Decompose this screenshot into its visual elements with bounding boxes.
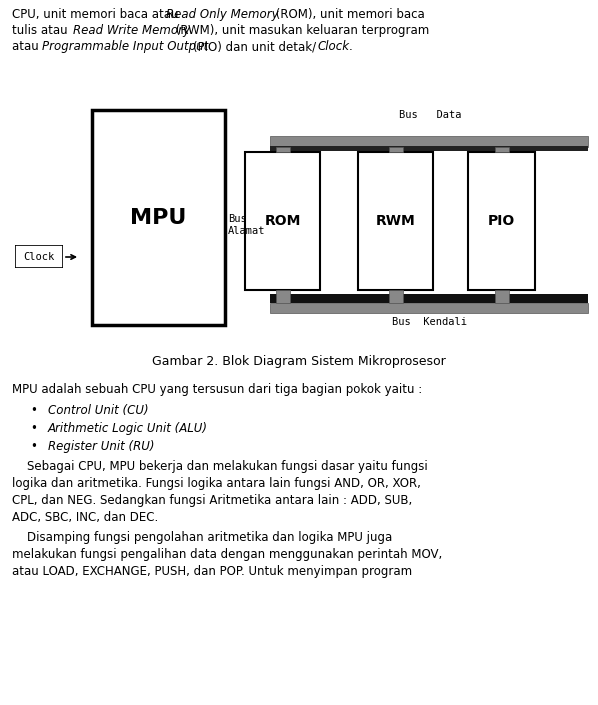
Text: •: • bbox=[30, 404, 37, 417]
Text: MPU: MPU bbox=[130, 207, 187, 228]
Text: Gambar 2. Blok Diagram Sistem Mikroprosesor: Gambar 2. Blok Diagram Sistem Mikroprose… bbox=[152, 355, 446, 368]
Text: •: • bbox=[30, 440, 37, 453]
Text: melakukan fungsi pengalihan data dengan menggunakan perintah MOV,: melakukan fungsi pengalihan data dengan … bbox=[12, 548, 443, 561]
Text: Clock: Clock bbox=[317, 40, 349, 53]
Text: Register Unit (RU): Register Unit (RU) bbox=[48, 440, 154, 453]
Bar bbox=[270, 146, 588, 151]
Bar bbox=[495, 147, 508, 152]
Bar bbox=[270, 294, 588, 303]
Text: RWM: RWM bbox=[376, 214, 416, 228]
Text: Disamping fungsi pengolahan aritmetika dan logika MPU juga: Disamping fungsi pengolahan aritmetika d… bbox=[12, 531, 392, 544]
Text: ROM: ROM bbox=[264, 214, 301, 228]
Bar bbox=[495, 290, 508, 303]
Text: MPU adalah sebuah CPU yang tersusun dari tiga bagian pokok yaitu :: MPU adalah sebuah CPU yang tersusun dari… bbox=[12, 383, 422, 396]
Text: ADC, SBC, INC, dan DEC.: ADC, SBC, INC, dan DEC. bbox=[12, 511, 158, 524]
Bar bbox=[389, 147, 402, 152]
Text: logika dan aritmetika. Fungsi logika antara lain fungsi AND, OR, XOR,: logika dan aritmetika. Fungsi logika ant… bbox=[12, 477, 421, 490]
Text: tulis atau: tulis atau bbox=[12, 24, 71, 37]
Text: atau LOAD, EXCHANGE, PUSH, dan POP. Untuk menyimpan program: atau LOAD, EXCHANGE, PUSH, dan POP. Untu… bbox=[12, 565, 412, 578]
Text: Bus   Data: Bus Data bbox=[399, 110, 461, 120]
Text: Programmable Input Output: Programmable Input Output bbox=[42, 40, 208, 53]
Bar bbox=[389, 290, 402, 303]
Text: Control Unit (CU): Control Unit (CU) bbox=[48, 404, 149, 417]
Text: Clock: Clock bbox=[23, 252, 54, 262]
Bar bbox=[358, 152, 433, 290]
Text: Bus
Alamat: Bus Alamat bbox=[228, 214, 266, 235]
Text: PIO: PIO bbox=[488, 214, 515, 228]
Bar bbox=[270, 303, 588, 313]
Bar bbox=[276, 147, 289, 152]
Text: CPU, unit memori baca atau: CPU, unit memori baca atau bbox=[12, 8, 182, 21]
Bar bbox=[468, 152, 535, 290]
Text: CPL, dan NEG. Sedangkan fungsi Aritmetika antara lain : ADD, SUB,: CPL, dan NEG. Sedangkan fungsi Aritmetik… bbox=[12, 494, 412, 507]
Text: .: . bbox=[349, 40, 353, 53]
Text: (ROM), unit memori baca: (ROM), unit memori baca bbox=[272, 8, 425, 21]
Text: (PIO) dan unit detak/: (PIO) dan unit detak/ bbox=[193, 40, 316, 53]
Bar bbox=[276, 290, 289, 303]
Text: Bus  Kendali: Bus Kendali bbox=[392, 317, 468, 327]
Text: Read Only Memory: Read Only Memory bbox=[166, 8, 279, 21]
Bar bbox=[92, 110, 225, 325]
Text: •: • bbox=[30, 422, 37, 435]
Text: Arithmetic Logic Unit (ALU): Arithmetic Logic Unit (ALU) bbox=[48, 422, 208, 435]
Text: (RWM), unit masukan keluaran terprogram: (RWM), unit masukan keluaran terprogram bbox=[172, 24, 429, 37]
Bar bbox=[270, 136, 588, 147]
Text: Sebagai CPU, MPU bekerja dan melakukan fungsi dasar yaitu fungsi: Sebagai CPU, MPU bekerja dan melakukan f… bbox=[12, 460, 428, 473]
Bar bbox=[245, 152, 320, 290]
Text: atau: atau bbox=[12, 40, 42, 53]
Text: Read Write Memory: Read Write Memory bbox=[73, 24, 190, 37]
